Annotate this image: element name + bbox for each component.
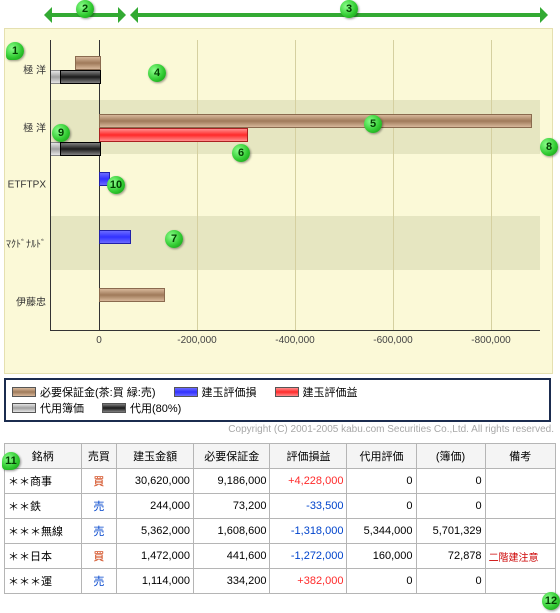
table-header: 評価損益 (270, 444, 347, 469)
annotation-badge-1: 1 (6, 42, 24, 60)
x-tick-label: -800,000 (471, 335, 510, 346)
cell-side: 売 (81, 569, 117, 594)
annotation-badge-6: 6 (232, 144, 250, 162)
cell-book: 0 (416, 494, 485, 519)
cell-required: 9,186,000 (193, 469, 270, 494)
cell-subst: 0 (347, 494, 416, 519)
table-header: 建玉金額 (117, 444, 194, 469)
bar-subst80 (60, 142, 101, 156)
legend-label: 建玉評価損 (202, 384, 257, 400)
x-tick-label: 0 (96, 335, 102, 346)
position-table: 銘柄売買建玉金額必要保証金評価損益代用評価(簿価)備考 ＊＊商事買30,620,… (4, 443, 556, 594)
copyright-text: Copyright (C) 2001-2005 kabu.com Securit… (0, 422, 560, 443)
cell-name: ＊＊鉄 (5, 494, 82, 519)
cell-name: ＊＊＊運 (5, 569, 82, 594)
annotation-badge-8: 8 (540, 138, 558, 156)
cell-subst: 160,000 (347, 544, 416, 569)
cell-required: 73,200 (193, 494, 270, 519)
cell-book: 5,701,329 (416, 519, 485, 544)
table-header: (簿価) (416, 444, 485, 469)
cell-pl: -33,500 (270, 494, 347, 519)
table-row: ＊＊日本買1,472,000441,600-1,272,000160,00072… (5, 544, 556, 569)
bar-required (99, 114, 532, 128)
cell-side: 売 (81, 519, 117, 544)
cell-side: 買 (81, 544, 117, 569)
legend-item-subst80: 代用(80%) (102, 400, 181, 416)
y-category-label: ﾏｸﾄﾞﾅﾙﾄﾞ (4, 236, 46, 251)
cell-amount: 244,000 (117, 494, 194, 519)
cell-pl: +382,000 (270, 569, 347, 594)
y-category-label: 極 洋 (4, 120, 46, 135)
bar-gain (99, 128, 248, 142)
table-header: 備考 (485, 444, 555, 469)
y-category-label: ETFTPX (4, 180, 46, 191)
legend-label: 代用(80%) (130, 400, 181, 416)
cell-required: 441,600 (193, 544, 270, 569)
cell-note: 二階建注意 (485, 544, 555, 569)
annotation-badge-9: 9 (52, 124, 70, 142)
cell-side: 買 (81, 469, 117, 494)
x-tick-label: -600,000 (373, 335, 412, 346)
legend-item-gain: 建玉評価益 (275, 384, 358, 400)
cell-pl: -1,318,000 (270, 519, 347, 544)
table-row: ＊＊＊運売1,114,000334,200+382,00000 (5, 569, 556, 594)
table-row: ＊＊鉄売244,00073,200-33,50000 (5, 494, 556, 519)
legend-item-required: 必要保証金(茶:買 緑:売) (12, 384, 156, 400)
table-row: ＊＊＊無線売5,362,0001,608,600-1,318,0005,344,… (5, 519, 556, 544)
cell-note (485, 569, 555, 594)
cell-side: 売 (81, 494, 117, 519)
cell-name: ＊＊商事 (5, 469, 82, 494)
cell-pl: +4,228,000 (270, 469, 347, 494)
cell-required: 334,200 (193, 569, 270, 594)
table-header: 必要保証金 (193, 444, 270, 469)
cell-amount: 30,620,000 (117, 469, 194, 494)
annotation-badge-11: 11 (2, 452, 20, 470)
cell-book: 0 (416, 569, 485, 594)
cell-pl: -1,272,000 (270, 544, 347, 569)
legend-label: 建玉評価益 (303, 384, 358, 400)
table-header: 売買 (81, 444, 117, 469)
legend-item-loss: 建玉評価損 (174, 384, 257, 400)
cell-note (485, 494, 555, 519)
annotation-badge-4: 4 (148, 64, 166, 82)
cell-name: ＊＊日本 (5, 544, 82, 569)
y-category-label: 伊藤忠 (4, 294, 46, 309)
annotation-badge-12: 12 (542, 592, 560, 610)
margin-chart: 0-200,000-400,000-600,000-800,000極 洋極 洋E… (0, 0, 560, 376)
annotation-badge-7: 7 (165, 230, 183, 248)
annotation-badge-2: 2 (76, 0, 94, 18)
cell-note (485, 519, 555, 544)
cell-book: 0 (416, 469, 485, 494)
bar-required (99, 288, 165, 302)
cell-name: ＊＊＊無線 (5, 519, 82, 544)
cell-book: 72,878 (416, 544, 485, 569)
cell-subst: 5,344,000 (347, 519, 416, 544)
cell-note (485, 469, 555, 494)
legend-label: 代用簿価 (40, 400, 84, 416)
x-tick-label: -200,000 (177, 335, 216, 346)
x-tick-label: -400,000 (275, 335, 314, 346)
bar-loss (99, 230, 131, 244)
chart-legend: 必要保証金(茶:買 緑:売) 建玉評価損 建玉評価益 代用簿価 代用(80%) (4, 378, 551, 422)
annotation-badge-3: 3 (340, 0, 358, 18)
annotation-badge-10: 10 (107, 176, 125, 194)
bar-required (75, 56, 101, 70)
annotation-badge-5: 5 (364, 115, 382, 133)
cell-required: 1,608,600 (193, 519, 270, 544)
bar-subst80 (60, 70, 101, 84)
cell-amount: 1,472,000 (117, 544, 194, 569)
cell-amount: 1,114,000 (117, 569, 194, 594)
table-header: 代用評価 (347, 444, 416, 469)
cell-amount: 5,362,000 (117, 519, 194, 544)
cell-subst: 0 (347, 469, 416, 494)
legend-item-subst: 代用簿価 (12, 400, 84, 416)
legend-label: 必要保証金(茶:買 緑:売) (40, 384, 156, 400)
cell-subst: 0 (347, 569, 416, 594)
table-row: ＊＊商事買30,620,0009,186,000+4,228,00000 (5, 469, 556, 494)
y-category-label: 極 洋 (4, 62, 46, 77)
